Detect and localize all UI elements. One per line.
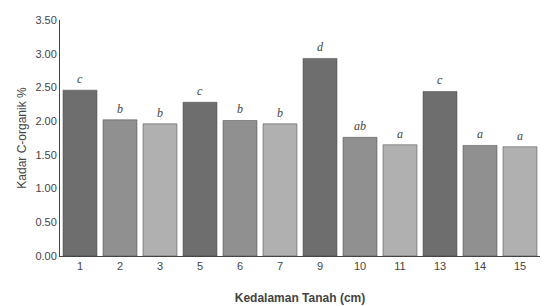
svg-text:a: a bbox=[517, 129, 523, 143]
svg-text:2.50: 2.50 bbox=[35, 81, 56, 93]
svg-text:1: 1 bbox=[77, 260, 83, 272]
svg-text:c: c bbox=[77, 72, 83, 86]
svg-text:10: 10 bbox=[354, 260, 366, 272]
svg-text:Kedalaman Tanah (cm): Kedalaman Tanah (cm) bbox=[235, 291, 365, 305]
svg-text:2: 2 bbox=[117, 260, 123, 272]
svg-text:b: b bbox=[277, 106, 283, 120]
svg-text:b: b bbox=[117, 102, 123, 116]
svg-text:a: a bbox=[477, 127, 483, 141]
svg-text:11: 11 bbox=[394, 260, 405, 272]
svg-text:5: 5 bbox=[197, 260, 203, 272]
svg-text:1.00: 1.00 bbox=[35, 182, 56, 194]
svg-text:a: a bbox=[397, 127, 403, 141]
svg-text:14: 14 bbox=[474, 260, 486, 272]
svg-text:9: 9 bbox=[317, 260, 323, 272]
svg-text:3.00: 3.00 bbox=[35, 48, 56, 60]
svg-text:3.50: 3.50 bbox=[35, 14, 56, 26]
svg-text:2.00: 2.00 bbox=[35, 115, 56, 127]
svg-text:b: b bbox=[157, 106, 163, 120]
svg-text:0.00: 0.00 bbox=[35, 250, 56, 262]
svg-text:15: 15 bbox=[514, 260, 526, 272]
svg-text:3: 3 bbox=[157, 260, 163, 272]
svg-text:c: c bbox=[437, 73, 443, 87]
svg-text:1.50: 1.50 bbox=[35, 149, 56, 161]
svg-text:d: d bbox=[317, 40, 324, 54]
svg-text:Kadar C-organik %: Kadar C-organik % bbox=[15, 87, 29, 189]
svg-text:ab: ab bbox=[354, 119, 366, 133]
svg-text:0.50: 0.50 bbox=[35, 216, 56, 228]
svg-text:7: 7 bbox=[277, 260, 283, 272]
svg-text:13: 13 bbox=[434, 260, 446, 272]
svg-text:6: 6 bbox=[237, 260, 243, 272]
svg-text:c: c bbox=[197, 84, 203, 98]
svg-text:b: b bbox=[237, 102, 243, 116]
